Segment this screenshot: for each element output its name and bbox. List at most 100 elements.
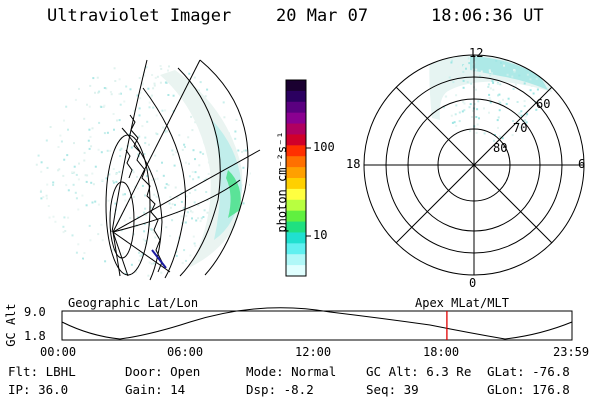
- image-pixel: [493, 139, 495, 142]
- colorbar-frame: [285, 79, 307, 277]
- image-pixel: [35, 163, 38, 166]
- image-pixel: [160, 67, 163, 70]
- image-pixel: [100, 106, 103, 108]
- image-pixel: [222, 101, 225, 104]
- image-pixel: [149, 173, 152, 176]
- door-label: Door: Open: [125, 364, 201, 379]
- colorbar-cell: [286, 210, 306, 223]
- image-pixel: [124, 272, 127, 275]
- colorbar-cell: [286, 221, 306, 233]
- image-pixel: [81, 194, 84, 197]
- image-pixel: [249, 183, 251, 186]
- image-pixel: [169, 206, 172, 209]
- image-pixel: [155, 114, 158, 117]
- colorbar-cell: [286, 167, 306, 179]
- geographic-caption: Geographic Lat/Lon: [68, 296, 199, 310]
- image-pixel: [153, 178, 156, 181]
- image-pixel: [500, 46, 502, 48]
- image-pixel: [147, 274, 150, 277]
- image-pixel: [497, 126, 499, 129]
- image-pixel: [506, 55, 509, 56]
- image-pixel: [75, 197, 78, 200]
- image-pixel: [463, 109, 466, 112]
- image-pixel: [524, 119, 527, 122]
- image-pixel: [497, 82, 499, 85]
- image-pixel: [184, 161, 187, 164]
- image-pixel: [169, 196, 172, 198]
- image-pixel: [499, 50, 501, 52]
- image-pixel: [40, 161, 43, 164]
- image-pixel: [67, 189, 70, 192]
- image-pixel: [185, 195, 188, 198]
- image-pixel: [103, 87, 106, 89]
- polar-plot: [363, 46, 585, 276]
- geographic-image: [35, 59, 261, 281]
- image-pixel: [113, 128, 115, 131]
- instrument-title: Ultraviolet Imager: [47, 6, 232, 26]
- image-pixel: [183, 249, 186, 252]
- image-pixel: [109, 149, 112, 152]
- image-pixel: [54, 220, 57, 223]
- image-pixel: [82, 257, 84, 260]
- image-pixel: [535, 77, 538, 80]
- image-pixel: [180, 192, 183, 195]
- image-pixel: [135, 271, 137, 273]
- image-pixel: [193, 201, 196, 204]
- image-pixel: [498, 100, 500, 103]
- image-pixel: [165, 130, 167, 133]
- image-pixel: [525, 121, 528, 124]
- image-pixel: [138, 135, 141, 138]
- image-pixel: [523, 105, 526, 108]
- image-pixel: [164, 81, 167, 84]
- image-pixel: [57, 146, 60, 148]
- colorbar-tick-label-100: 100: [313, 140, 335, 154]
- image-pixel: [468, 62, 471, 65]
- image-pixel: [144, 207, 147, 210]
- image-pixel: [63, 119, 65, 122]
- filter-label: Flt: LBHL: [8, 364, 76, 379]
- image-pixel: [450, 114, 453, 117]
- image-pixel: [102, 105, 105, 108]
- image-pixel: [455, 94, 458, 97]
- image-pixel: [249, 172, 251, 175]
- image-pixel: [190, 210, 192, 213]
- image-pixel: [462, 70, 465, 73]
- image-pixel: [124, 193, 126, 196]
- image-pixel: [488, 97, 491, 99]
- image-pixel: [108, 173, 111, 176]
- image-pixel: [181, 262, 184, 265]
- polar-aurora-band: [470, 56, 548, 90]
- image-pixel: [192, 235, 195, 238]
- image-pixel: [174, 186, 177, 189]
- image-pixel: [476, 108, 479, 111]
- colorbar-cell: [286, 101, 306, 114]
- image-pixel: [512, 120, 515, 122]
- image-pixel: [134, 185, 137, 188]
- image-pixel: [506, 73, 509, 76]
- image-pixel: [462, 65, 465, 68]
- image-pixel: [148, 101, 151, 104]
- image-pixel: [525, 56, 528, 59]
- image-pixel: [472, 109, 474, 112]
- image-pixel: [116, 119, 118, 122]
- image-pixel: [146, 120, 149, 123]
- image-pixel: [458, 120, 461, 123]
- colorbar-cell: [286, 134, 306, 146]
- image-pixel: [451, 59, 453, 62]
- image-pixel: [96, 76, 99, 79]
- image-pixel: [470, 73, 473, 76]
- image-pixel: [138, 259, 141, 262]
- image-pixel: [52, 181, 55, 184]
- image-pixel: [242, 202, 245, 205]
- image-pixel: [194, 171, 197, 174]
- image-pixel: [152, 87, 155, 90]
- image-pixel: [462, 101, 465, 103]
- image-pixel: [83, 117, 86, 120]
- parallel-ring: [109, 181, 135, 259]
- image-pixel: [85, 180, 88, 183]
- image-pixel: [452, 81, 455, 84]
- image-pixel: [104, 260, 107, 263]
- image-pixel: [63, 158, 66, 161]
- image-pixel: [133, 195, 136, 198]
